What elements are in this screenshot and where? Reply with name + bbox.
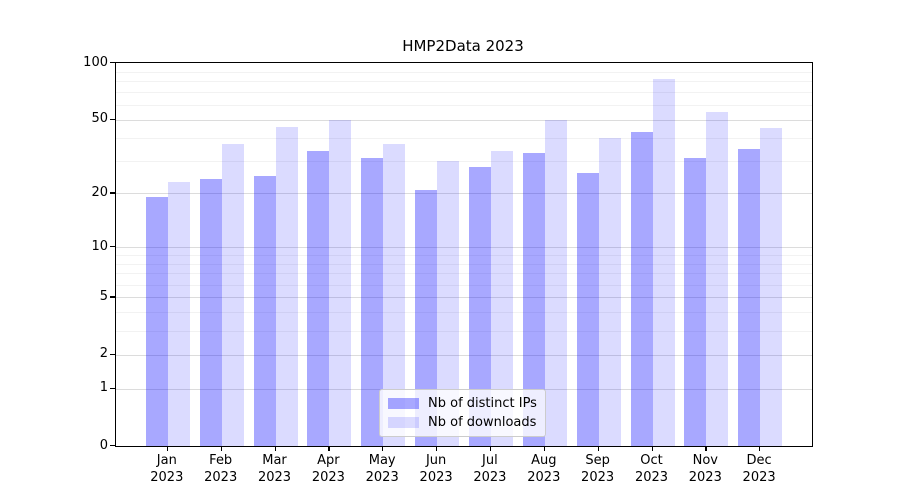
bar-downloads-aug — [544, 119, 567, 446]
y-tick-mark-2 — [110, 353, 115, 356]
x-tick-mark-jul — [489, 446, 492, 451]
y-tick-mark-100 — [110, 62, 115, 64]
y-tick-mark-20 — [110, 192, 115, 194]
minor-gridline-30 — [116, 161, 812, 162]
x-tick-mark-aug — [543, 446, 546, 451]
major-gridline-5 — [116, 297, 812, 299]
x-tick-label-mar: Mar 2023 — [257, 453, 292, 485]
bar-downloads-dec — [760, 128, 783, 446]
x-tick-label-jun: Jun 2023 — [419, 453, 453, 485]
bar-downloads-sep — [598, 137, 621, 446]
minor-gridline-40 — [116, 137, 812, 139]
x-tick-mark-may — [382, 446, 384, 451]
legend-label-downloads: Nb of downloads — [428, 415, 537, 430]
y-tick-label-20: 20 — [91, 184, 108, 200]
y-tick-mark-5 — [110, 296, 115, 298]
x-tick-label-feb: Feb 2023 — [204, 453, 238, 485]
y-tick-label-100: 100 — [83, 54, 108, 70]
y-tick-label-10: 10 — [91, 238, 108, 254]
y-tick-label-5: 5 — [99, 288, 108, 304]
plot-area: Nb of distinct IPs Nb of downloads — [115, 62, 813, 447]
x-tick-label-apr: Apr 2023 — [311, 453, 345, 485]
minor-gridline-70 — [116, 92, 812, 94]
major-gridline-10 — [116, 247, 812, 248]
y-tick-label-2: 2 — [99, 346, 108, 362]
y-tick-label-50: 50 — [91, 111, 108, 127]
bar-downloads-apr — [329, 119, 352, 446]
x-tick-label-dec: Dec 2023 — [742, 453, 776, 485]
minor-gridline-9 — [116, 254, 812, 256]
bar-downloads-jul — [490, 150, 513, 446]
bar-ips-oct — [630, 132, 653, 446]
bar-downloads-oct — [652, 79, 675, 446]
y-tick-label-0: 0 — [99, 437, 108, 453]
x-tick-label-oct: Oct 2023 — [634, 453, 669, 485]
bar-ips-mar — [253, 175, 276, 446]
bar-ips-nov — [684, 158, 707, 446]
minor-gridline-60 — [116, 104, 812, 106]
x-tick-mark-mar — [274, 446, 276, 451]
y-tick-mark-0 — [110, 445, 115, 447]
major-gridline-2 — [116, 354, 812, 356]
y-tick-label-1: 1 — [99, 380, 108, 395]
minor-gridline-4 — [116, 312, 812, 314]
x-tick-mark-oct — [651, 446, 653, 451]
bar-ips-aug — [522, 153, 545, 446]
x-tick-mark-jun — [436, 446, 438, 451]
legend-label-distinct-ips: Nb of distinct IPs — [428, 396, 537, 411]
x-tick-label-may: May 2023 — [365, 453, 399, 485]
major-gridline-20 — [116, 193, 812, 195]
x-tick-label-jan: Jan 2023 — [150, 453, 184, 485]
bar-ips-apr — [307, 150, 330, 446]
y-tick-mark-1 — [110, 387, 115, 389]
legend-item-distinct-ips: Nb of distinct IPs — [388, 396, 537, 411]
bar-ips-may — [361, 158, 384, 446]
y-tick-mark-10 — [110, 246, 115, 248]
x-tick-mark-jan — [166, 446, 169, 451]
legend-item-downloads: Nb of downloads — [388, 415, 537, 430]
x-tick-mark-apr — [328, 446, 330, 451]
minor-gridline-8 — [116, 263, 812, 265]
bar-downloads-jun — [437, 161, 460, 446]
bar-downloads-feb — [221, 144, 244, 446]
major-gridline-50 — [116, 119, 812, 121]
bar-downloads-jan — [167, 182, 190, 446]
minor-gridline-7 — [116, 273, 812, 275]
bar-downloads-mar — [275, 126, 298, 446]
legend-swatch-distinct-ips — [388, 398, 419, 409]
minor-gridline-3 — [116, 331, 812, 332]
chart-title: HMP2Data 2023 — [402, 37, 524, 55]
x-tick-mark-dec — [759, 446, 761, 451]
minor-gridline-6 — [116, 284, 812, 286]
x-tick-label-jul: Jul 2023 — [473, 453, 507, 485]
bar-ips-sep — [576, 172, 599, 446]
x-tick-label-sep: Sep 2023 — [581, 453, 615, 485]
x-tick-label-aug: Aug 2023 — [527, 453, 561, 485]
x-tick-label-nov: Nov 2023 — [688, 453, 722, 485]
bar-ips-jul — [468, 166, 491, 446]
bar-ips-jan — [145, 197, 168, 446]
minor-gridline-90 — [116, 71, 812, 73]
y-tick-mark-50 — [110, 118, 115, 120]
bar-ips-feb — [199, 178, 222, 446]
x-tick-mark-sep — [597, 446, 599, 451]
x-tick-mark-feb — [220, 446, 222, 451]
legend: Nb of distinct IPs Nb of downloads — [379, 389, 546, 437]
legend-swatch-downloads — [388, 417, 419, 428]
bar-ips-dec — [738, 148, 761, 446]
minor-gridline-80 — [116, 81, 812, 83]
x-tick-mark-nov — [705, 446, 707, 451]
bar-ips-jun — [415, 189, 438, 446]
bar-downloads-nov — [706, 111, 729, 446]
bar-downloads-may — [383, 144, 406, 446]
